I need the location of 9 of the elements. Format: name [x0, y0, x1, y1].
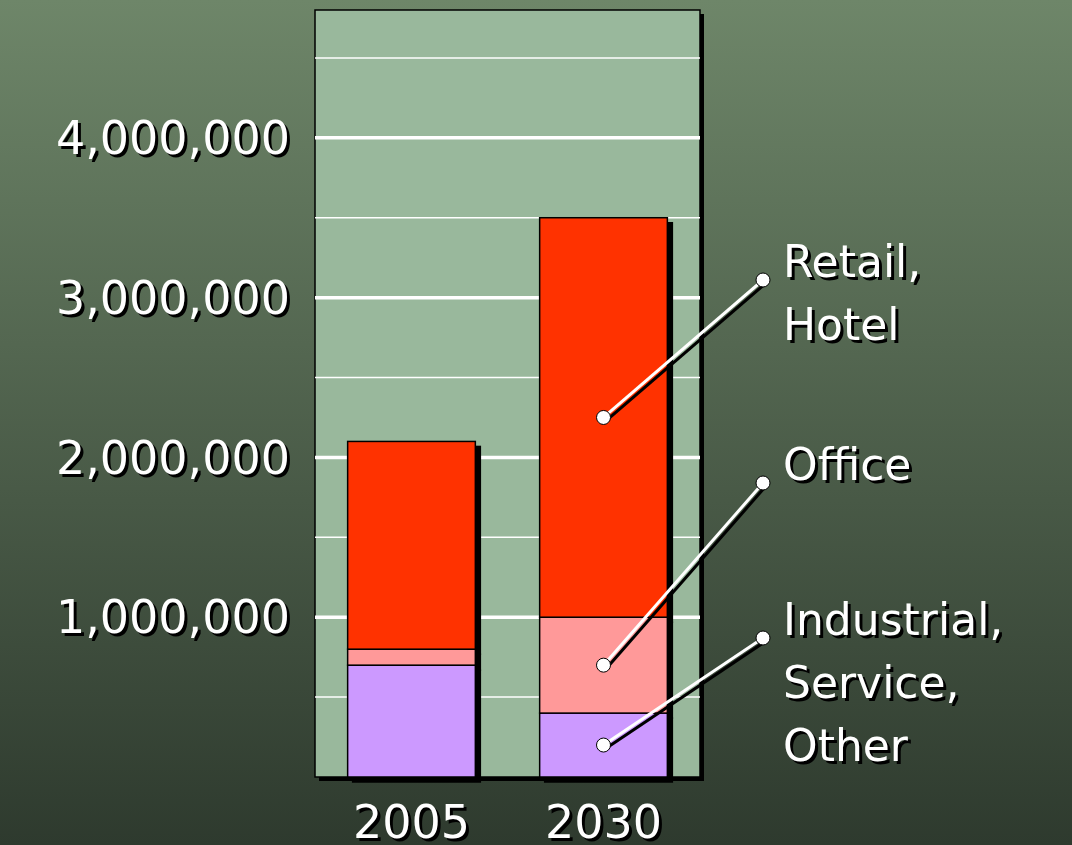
text: Retail, Hotel: [783, 236, 922, 351]
y-tick-label: 1,000,000: [55, 590, 290, 645]
y-tick-label: 3,000,000: [55, 270, 290, 325]
y-tick-label: 2,000,000: [55, 430, 290, 485]
x-tick-label: 2005: [352, 795, 471, 845]
text: Industrial, Service, Other: [783, 594, 1004, 772]
y-tick-label: 4,000,000: [55, 110, 290, 165]
x-tick-label: 2030: [544, 795, 663, 845]
text: Office: [783, 439, 912, 491]
